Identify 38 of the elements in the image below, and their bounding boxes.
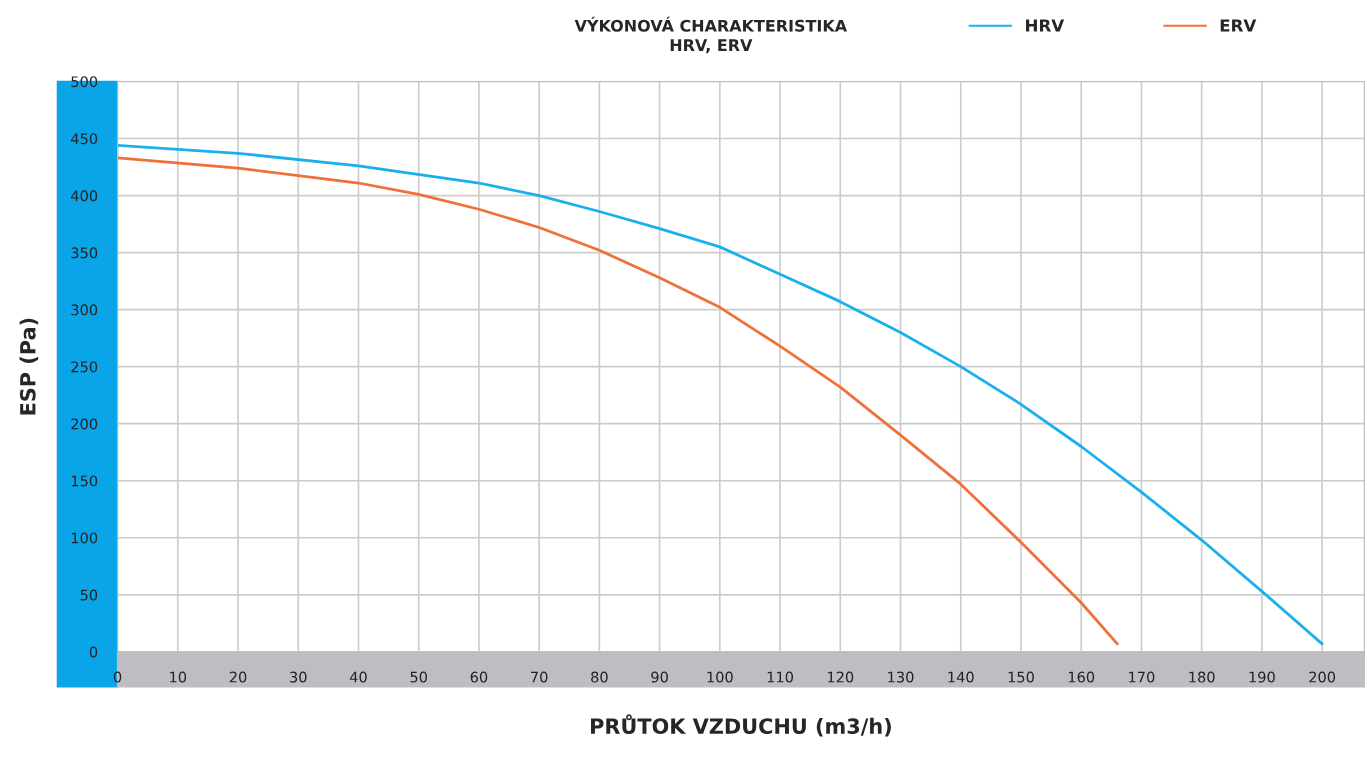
x-tick-label: 120	[827, 671, 854, 683]
y-tick-label: 50	[80, 589, 98, 601]
x-tick-label: 180	[1189, 671, 1215, 683]
x-tick-label: 70	[531, 671, 548, 683]
x-tick-label: 190	[1249, 671, 1275, 683]
x-tick-label: 110	[767, 671, 794, 683]
x-tick-label: 200	[1309, 671, 1336, 683]
x-tick-label: 30	[290, 671, 307, 683]
y-tick-label: 350	[71, 247, 98, 259]
x-tick-label: 100	[707, 671, 733, 683]
x-tick-label: 60	[470, 671, 488, 683]
line-series	[117, 143, 1324, 646]
x-tick-label: 40	[349, 671, 367, 683]
y-tick-label: 250	[71, 361, 98, 373]
y-axis-title: ESP (Pa)	[19, 318, 39, 415]
y-tick-label: 300	[71, 304, 98, 316]
x-tick-label: 150	[1008, 671, 1034, 683]
legend-label: HRV	[1026, 19, 1065, 32]
x-tick-label: 20	[229, 671, 247, 683]
x-axis-title: PRŮTOK VZDUCHU (m3/h)	[591, 714, 891, 737]
legend-label: ERV	[1220, 19, 1257, 32]
x-tick-label: 10	[170, 671, 187, 683]
chart-title: VÝKONOVÁ CHARAKTERISTIKA	[574, 16, 848, 32]
x-tick-label: 50	[410, 671, 428, 683]
x-tick-label: 130	[888, 671, 914, 683]
x-tick-label: 170	[1129, 671, 1155, 683]
line-series	[117, 156, 1119, 646]
y-tick-label: 150	[71, 475, 98, 487]
y-tick-label: 0	[89, 646, 98, 658]
x-tick-label: 160	[1068, 671, 1095, 683]
x-tick-label: 140	[948, 671, 974, 683]
x-tick-label: 90	[651, 671, 668, 683]
y-tick-label: 100	[71, 532, 98, 544]
y-tick-label: 450	[70, 133, 98, 145]
x-tick-label: 80	[591, 671, 608, 683]
y-tick-label: 400	[70, 190, 98, 202]
y-tick-label: 200	[71, 418, 98, 430]
chart-subtitle: HRV, ERV	[670, 39, 753, 54]
